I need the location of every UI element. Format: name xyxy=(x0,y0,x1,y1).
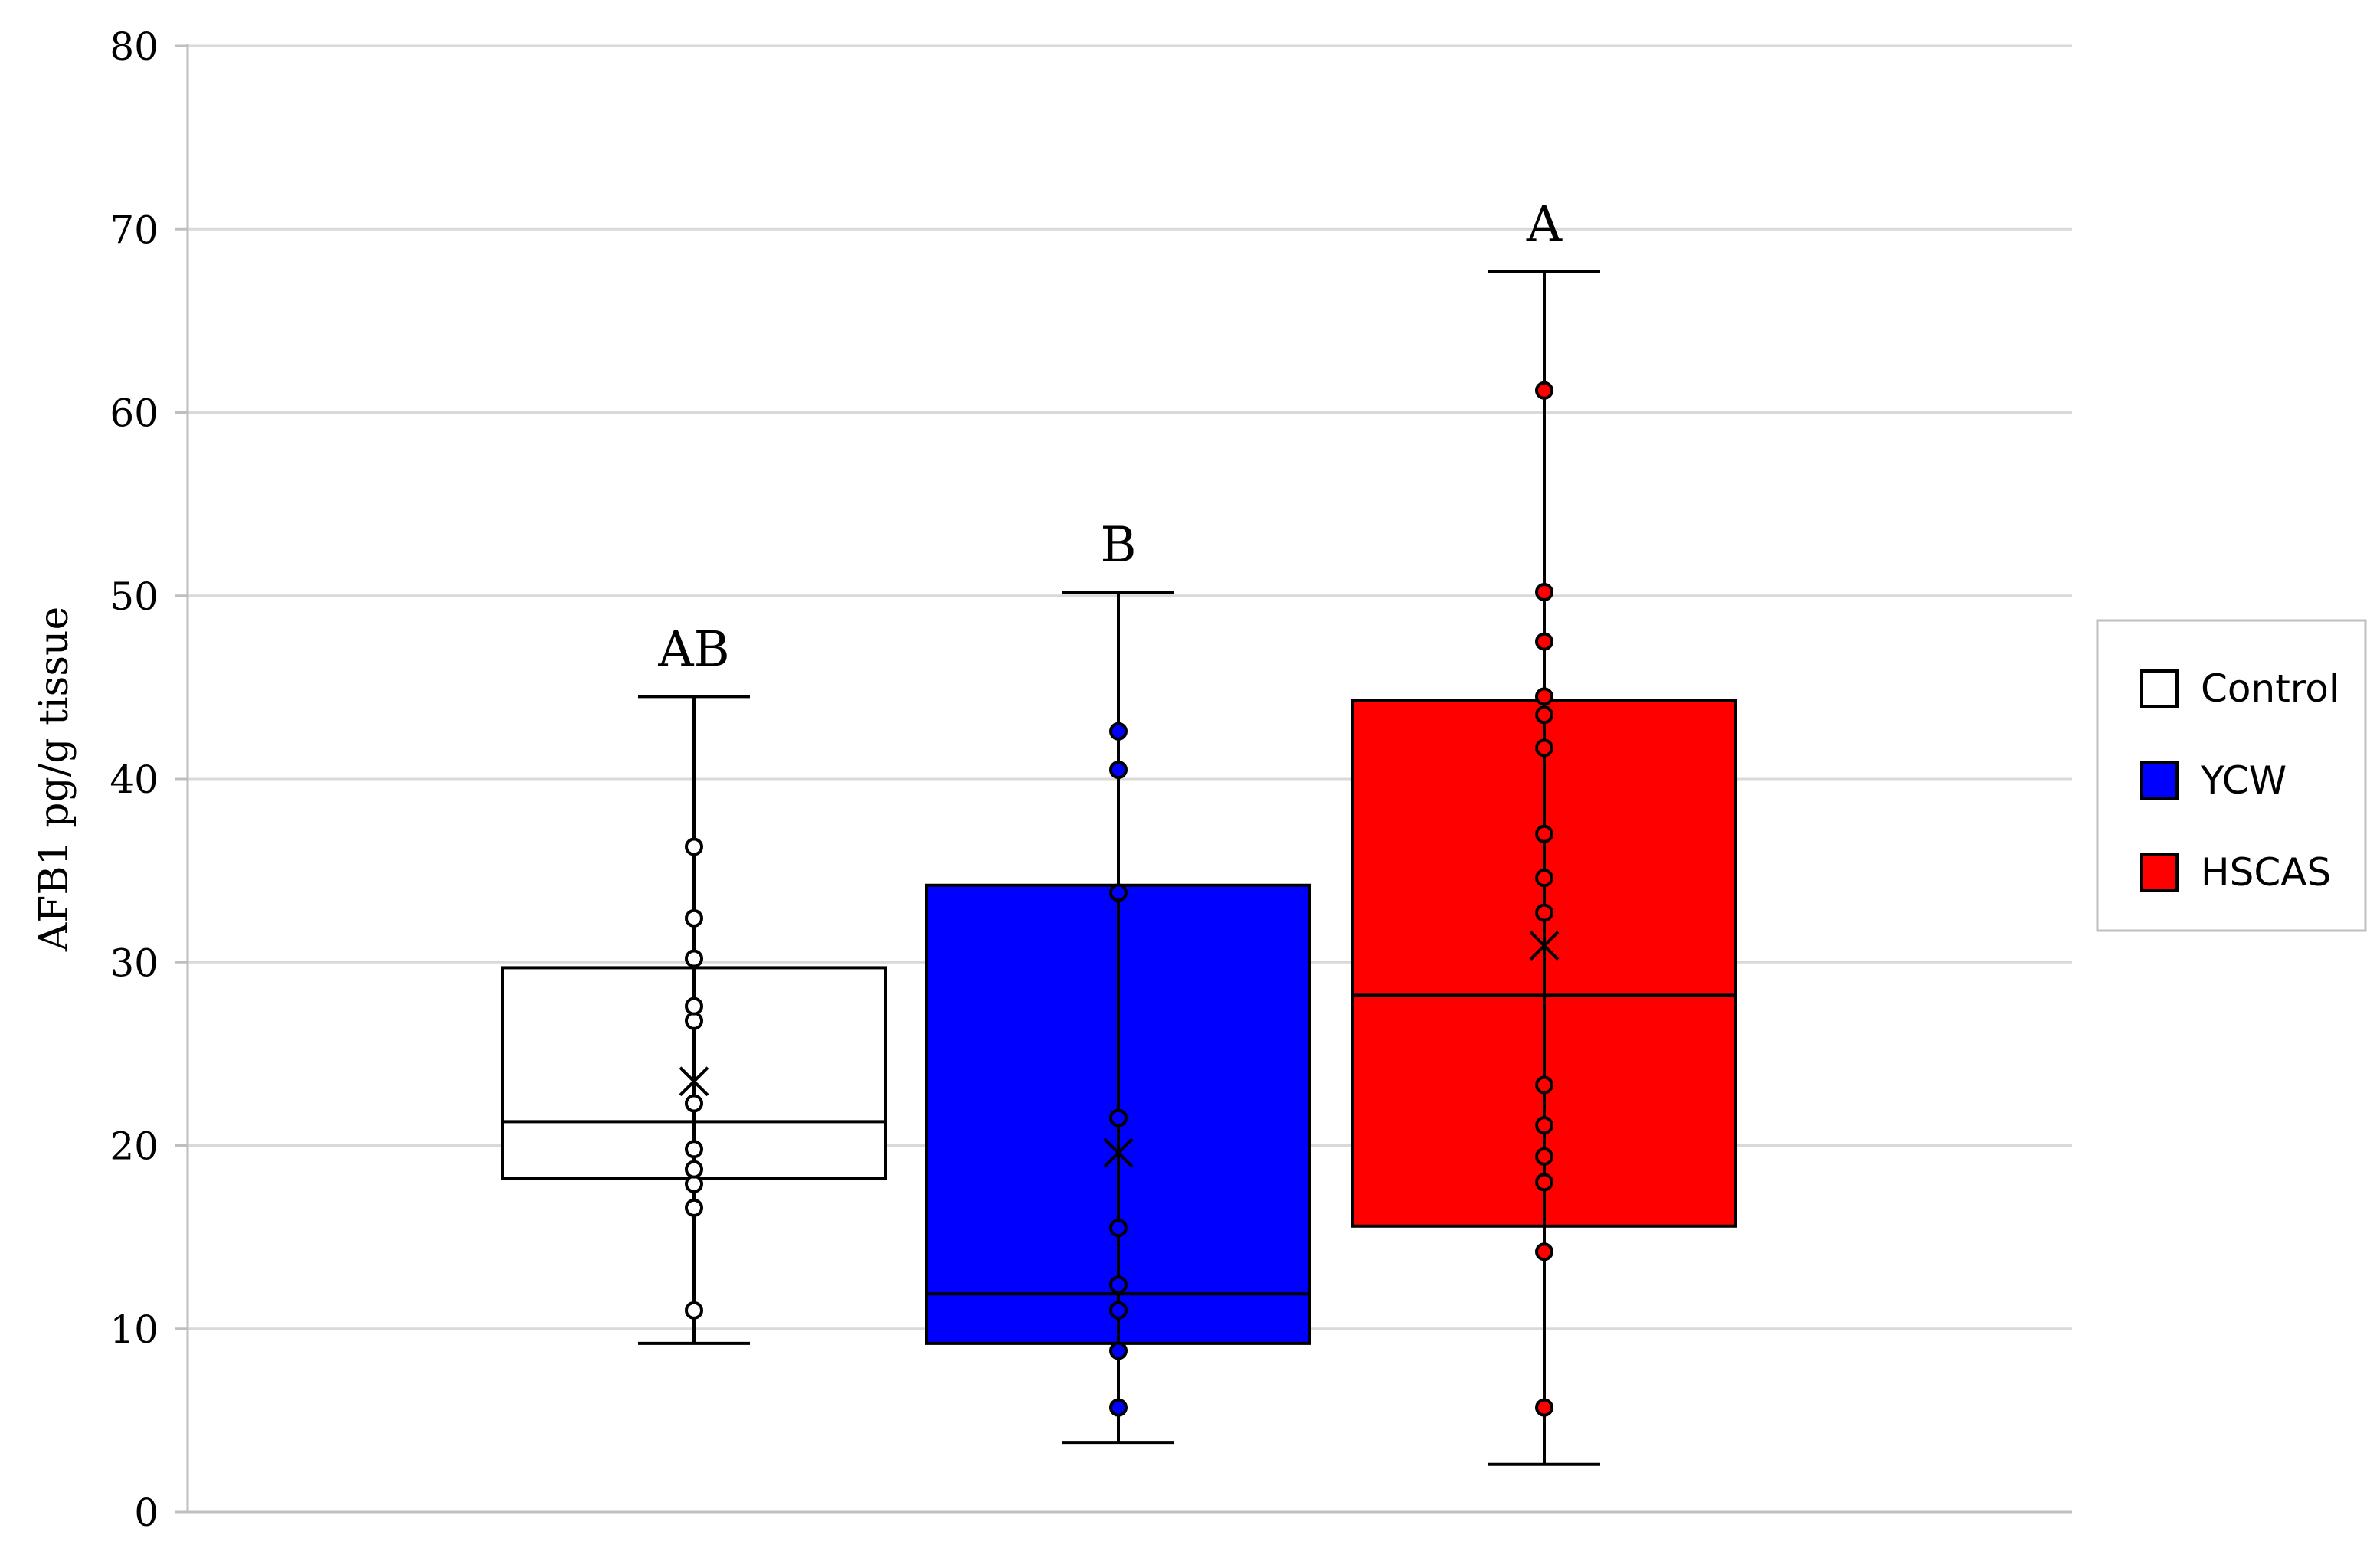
mean-marker xyxy=(1103,1137,1134,1168)
legend-label-ycw: YCW xyxy=(2200,758,2287,803)
data-point xyxy=(1535,869,1553,888)
y-tick-label: 0 xyxy=(134,1491,159,1535)
mean-x-stroke xyxy=(1103,1137,1134,1168)
data-point xyxy=(1109,1108,1128,1127)
data-point xyxy=(1109,1398,1128,1417)
data-point xyxy=(1109,761,1128,780)
boxes xyxy=(501,270,1737,1466)
legend-label-control: Control xyxy=(2201,666,2339,711)
box-group-ycw xyxy=(925,590,1311,1445)
legend: Control YCW HSCAS xyxy=(2096,619,2367,932)
data-point xyxy=(685,1160,703,1179)
mean-marker xyxy=(679,1066,709,1097)
y-tick-label: 60 xyxy=(110,391,159,436)
legend-swatch-control xyxy=(2140,669,2179,708)
data-point xyxy=(1535,738,1553,758)
significance-label: B xyxy=(1100,517,1136,574)
data-point xyxy=(685,997,703,1016)
significance-label: A xyxy=(1526,196,1563,253)
y-tick-label: 10 xyxy=(110,1307,159,1352)
mean-marker xyxy=(1529,931,1560,961)
data-point xyxy=(1109,883,1128,902)
legend-swatch-ycw xyxy=(2140,761,2179,800)
data-point xyxy=(1535,903,1553,922)
data-point xyxy=(1109,1301,1128,1320)
data-point xyxy=(1535,1173,1553,1192)
data-point xyxy=(1535,582,1553,601)
legend-swatch-hscas xyxy=(2140,853,2179,892)
data-point xyxy=(1109,1341,1128,1360)
data-point xyxy=(1535,632,1553,651)
mean-x-stroke xyxy=(679,1066,709,1097)
mean-x-stroke xyxy=(1529,931,1560,961)
labels: 0 10 20 30 40 50 60 70 80 AFB1 pg/g tissue AB B A xyxy=(31,25,1563,1535)
data-point xyxy=(1109,1275,1128,1294)
data-point xyxy=(685,1174,703,1193)
data-point xyxy=(685,1301,703,1320)
data-point xyxy=(1535,1116,1553,1135)
y-axis-title: AFB1 pg/g tissue xyxy=(31,607,77,953)
box-group-hscas xyxy=(1351,270,1737,1466)
data-point xyxy=(1109,1219,1128,1238)
data-point xyxy=(1535,1242,1553,1262)
legend-label-hscas: HSCAS xyxy=(2201,850,2331,895)
data-point xyxy=(685,1198,703,1217)
data-point xyxy=(685,1140,703,1159)
data-point xyxy=(1535,1398,1553,1417)
data-point xyxy=(685,908,703,928)
y-tick-label: 50 xyxy=(110,574,159,619)
significance-label: AB xyxy=(657,621,729,678)
data-point xyxy=(685,1094,703,1113)
data-point xyxy=(685,837,703,856)
data-point xyxy=(1535,824,1553,843)
y-tick-label: 30 xyxy=(110,941,159,985)
data-point xyxy=(1535,705,1553,725)
y-tick-label: 20 xyxy=(110,1124,159,1169)
data-point xyxy=(1535,1075,1553,1095)
box-group-control xyxy=(501,695,887,1345)
y-tick-label: 80 xyxy=(110,25,159,69)
y-tick-label: 40 xyxy=(110,758,159,802)
data-point xyxy=(685,949,703,968)
data-point xyxy=(1109,722,1128,741)
data-point xyxy=(1535,687,1553,706)
axes xyxy=(175,44,2072,1514)
y-tick-label: 70 xyxy=(110,208,159,252)
data-point xyxy=(685,1011,703,1030)
data-point xyxy=(1535,1147,1553,1166)
data-point xyxy=(1535,381,1553,400)
